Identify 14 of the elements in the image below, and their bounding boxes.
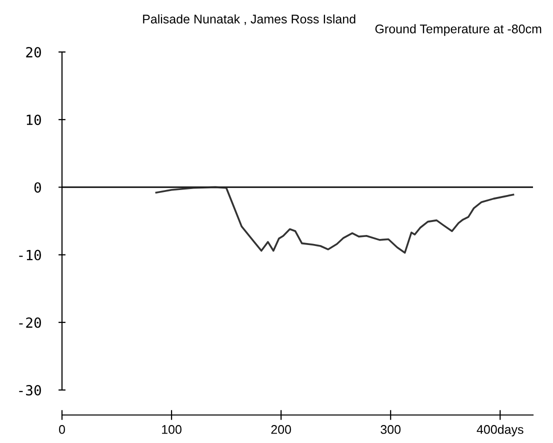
y-tick-label: 20 — [26, 47, 41, 58]
x-tick-label: 300 — [380, 425, 401, 434]
chart-subtitle: Ground Temperature at -80cm — [375, 24, 542, 36]
y-tick-label: -30 — [19, 385, 41, 396]
y-tick-label: -10 — [19, 250, 41, 260]
y-tick-label: -20 — [19, 317, 41, 328]
x-tick-label: 0 — [59, 425, 65, 434]
chart-title: Palisade Nunatak , James Ross Island — [143, 14, 356, 25]
x-tick-label: 100 — [162, 425, 182, 434]
y-tick-label: 10 — [26, 114, 41, 126]
y-tick-label: 0 — [34, 182, 41, 193]
x-tick-label: 200 — [271, 425, 292, 434]
line-series — [155, 186, 514, 254]
x-tick-label: 400days — [476, 424, 524, 436]
